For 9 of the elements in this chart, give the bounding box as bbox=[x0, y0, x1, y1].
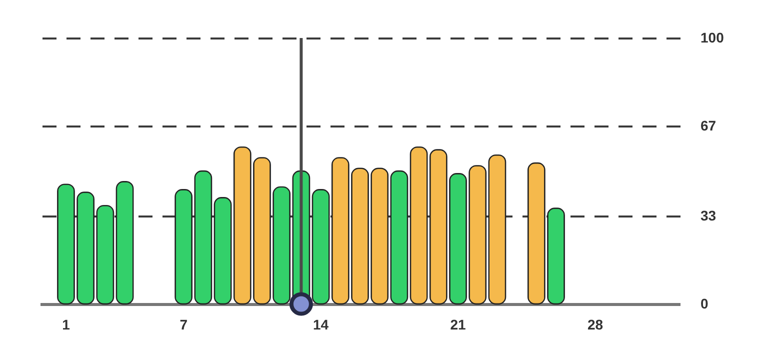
x-tick-label: 7 bbox=[180, 316, 188, 332]
y-tick-label: 0 bbox=[700, 296, 708, 312]
x-tick-label: 1 bbox=[62, 316, 70, 332]
x-tick-label: 28 bbox=[587, 316, 604, 332]
x-tick-label: 21 bbox=[450, 316, 466, 332]
y-tick-label: 100 bbox=[700, 30, 724, 46]
x-tick-label: 14 bbox=[313, 316, 329, 332]
y-tick-label: 67 bbox=[700, 117, 716, 134]
y-tick-label: 33 bbox=[700, 208, 716, 224]
